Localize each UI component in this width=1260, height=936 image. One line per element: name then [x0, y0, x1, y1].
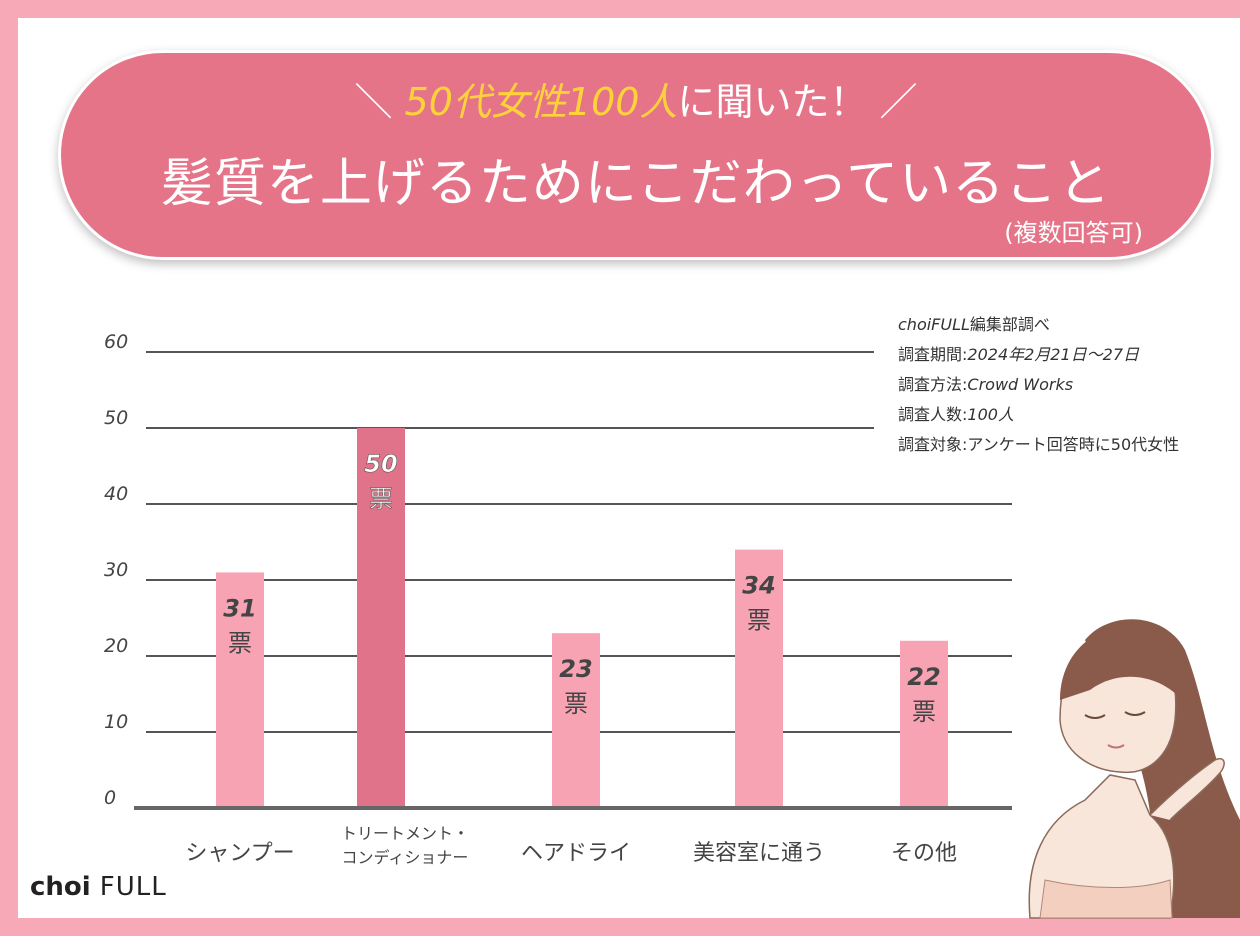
- survey-source: choiFULL編集部調べ: [898, 315, 1050, 334]
- data-label-value: 34: [742, 572, 775, 600]
- title-banner: ＼ 50代女性100人に聞いた！ ／ 髪質を上げるためにこだわっていること (複…: [58, 50, 1214, 260]
- x-tick-label: ヘアドライ: [521, 841, 631, 866]
- data-label-value: 23: [559, 655, 592, 683]
- page-title: 髪質を上げるためにこだわっていること: [160, 154, 1112, 214]
- woman-illustration-icon: [1028, 619, 1240, 919]
- data-label-unit: 票: [564, 690, 588, 718]
- data-label-value: 22: [907, 663, 940, 691]
- survey-info: choiFULL編集部調べ 調査期間:2024年2月21日〜27日 調査方法:C…: [898, 310, 1179, 460]
- x-tick-label: シャンプー: [185, 841, 294, 866]
- data-label-unit: 票: [228, 629, 252, 657]
- title-note: (複数回答可): [1004, 219, 1143, 247]
- data-label-value: 50: [364, 450, 397, 478]
- survey-target: 調査対象:アンケート回答時に50代女性: [898, 435, 1180, 454]
- slash-left: ＼: [354, 80, 393, 124]
- y-tick-label: 20: [104, 635, 128, 657]
- slash-right: ／: [879, 80, 918, 124]
- bar: [900, 640, 948, 806]
- bar: [357, 428, 405, 806]
- survey-count: 調査人数:100人: [898, 405, 1014, 424]
- data-label-unit: 票: [747, 607, 771, 635]
- y-tick-label: 60: [104, 331, 128, 353]
- data-label-unit: 票: [369, 485, 393, 513]
- y-tick-label: 0: [104, 787, 116, 809]
- data-label-unit: 票: [912, 698, 936, 726]
- x-tick-label: トリートメント・: [341, 824, 469, 843]
- x-tick-label: 美容室に通う: [693, 841, 825, 866]
- data-label-value: 31: [223, 594, 256, 622]
- y-tick-label: 10: [104, 711, 128, 733]
- title-lead: ＼ 50代女性100人に聞いた！ ／: [61, 71, 1211, 126]
- bar: [216, 572, 264, 806]
- y-tick-label: 40: [104, 483, 128, 505]
- y-tick-label: 50: [104, 407, 128, 429]
- survey-period: 調査期間:2024年2月21日〜27日: [898, 345, 1140, 364]
- x-tick-label: コンディショナー: [342, 848, 469, 867]
- title-lead-text: に聞いた！: [677, 80, 868, 124]
- x-tick-label: その他: [891, 841, 957, 866]
- y-tick-label: 30: [104, 559, 128, 581]
- survey-method: 調査方法:Crowd Works: [898, 375, 1074, 394]
- bar: [552, 633, 600, 806]
- title-highlight: 50代女性100人: [404, 80, 678, 124]
- choifull-logo: choi FULL: [30, 872, 167, 902]
- bar: [735, 549, 783, 806]
